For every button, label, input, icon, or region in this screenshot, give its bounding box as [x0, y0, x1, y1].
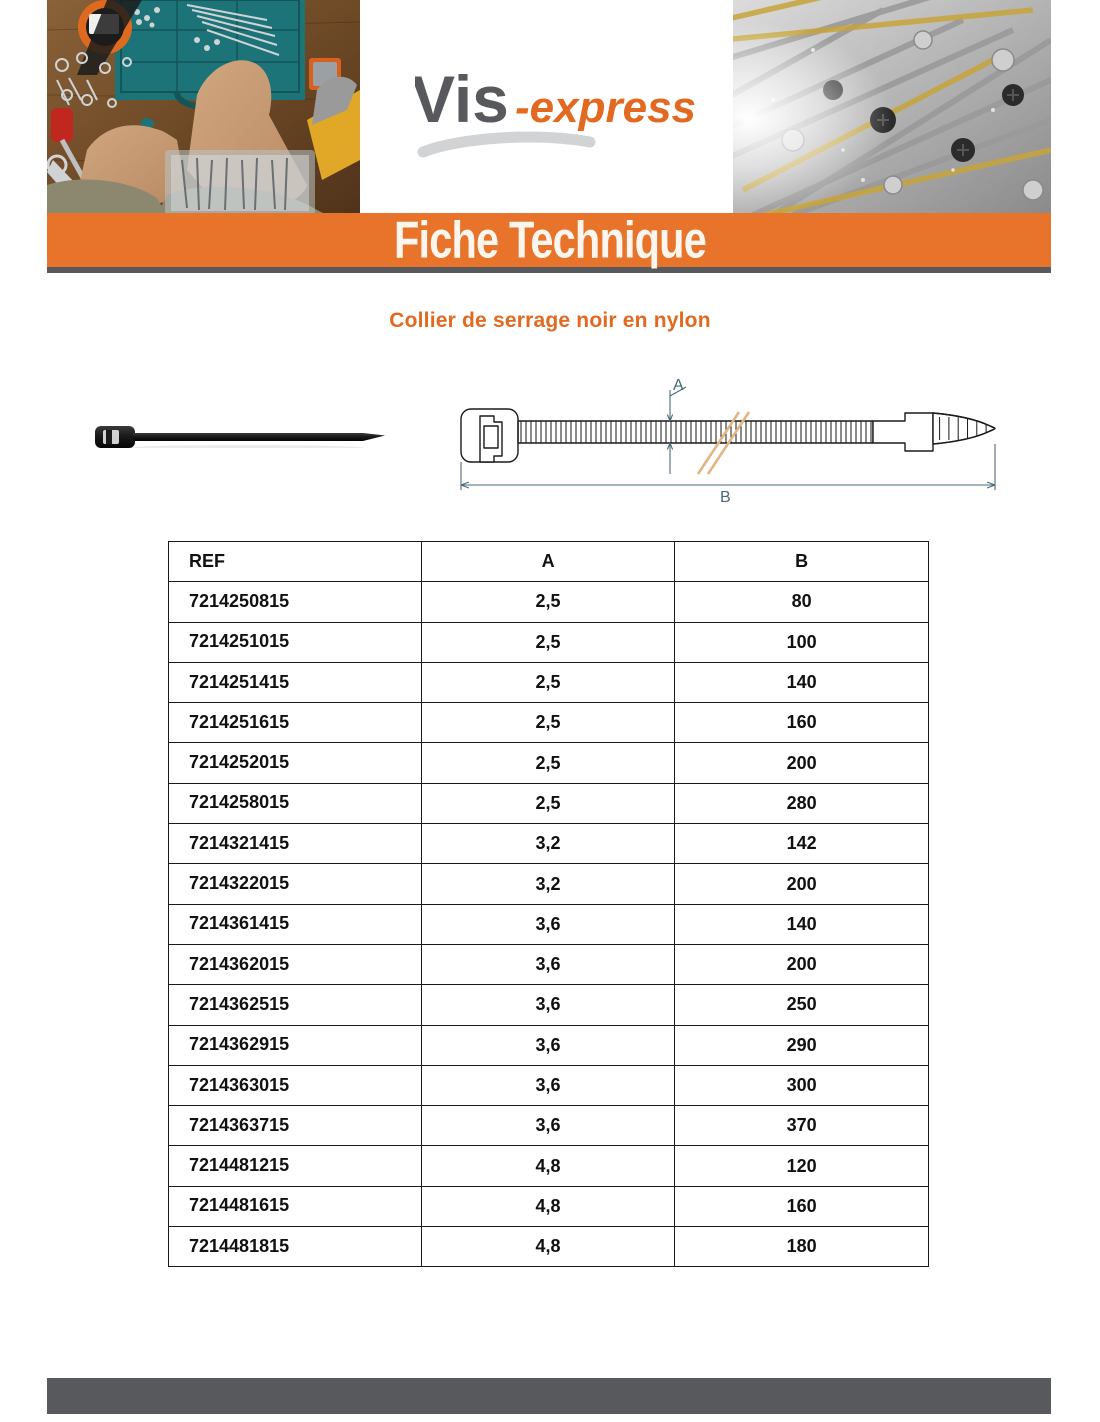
svg-text:B: B	[720, 489, 731, 506]
svg-text:A: A	[673, 378, 684, 394]
svg-text:Vis: Vis	[415, 62, 509, 136]
svg-text:-express: -express	[515, 83, 696, 132]
